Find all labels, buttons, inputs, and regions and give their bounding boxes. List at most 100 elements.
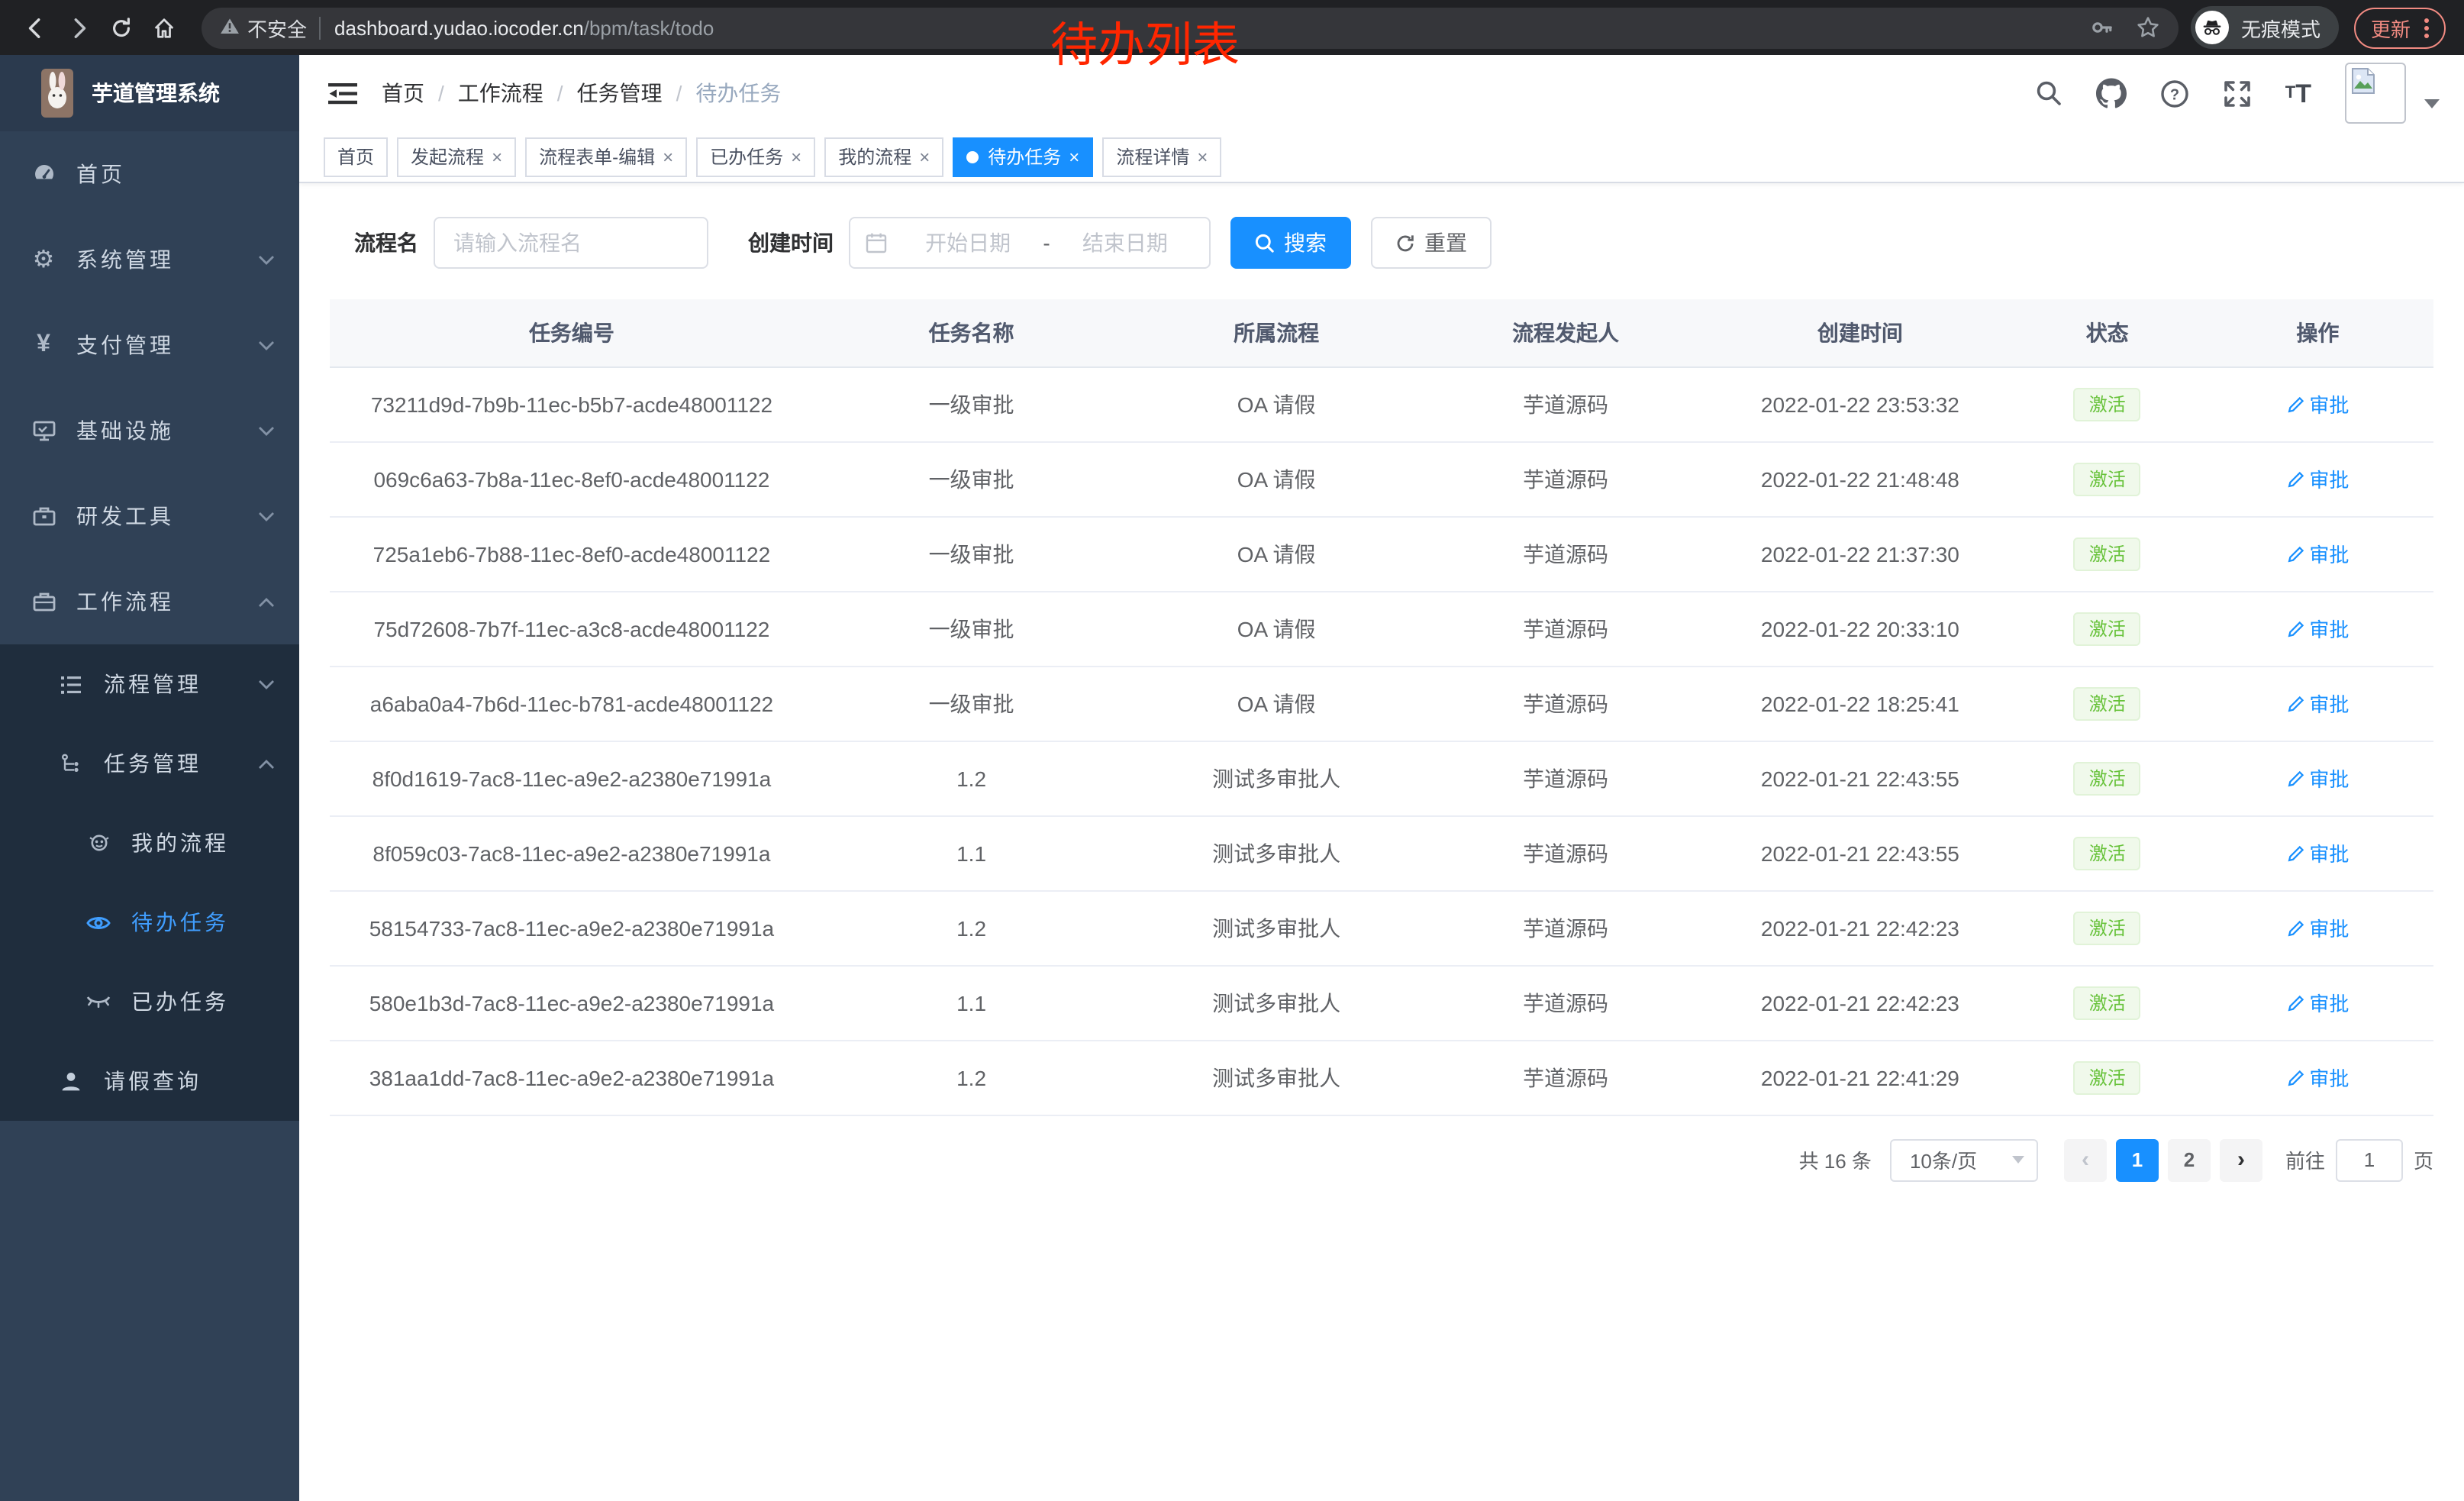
breadcrumb-workflow[interactable]: 工作流程 <box>457 81 543 105</box>
close-icon[interactable]: × <box>1069 146 1080 167</box>
sidebar-item-leave-query[interactable]: 请假查询 <box>0 1041 299 1121</box>
sidebar-item-payment[interactable]: ¥ 支付管理 <box>0 302 299 388</box>
close-icon[interactable]: × <box>791 146 802 167</box>
sidebar-item-my-process[interactable]: 我的流程 <box>0 803 299 883</box>
date-range-picker[interactable]: 开始日期 - 结束日期 <box>849 217 1211 269</box>
sidebar-item-infra[interactable]: 基础设施 <box>0 388 299 473</box>
tab-form-edit[interactable]: 流程表单-编辑 × <box>525 137 688 176</box>
sidebar-item-label: 已办任务 <box>131 989 229 1014</box>
status-badge: 激活 <box>2073 986 2141 1019</box>
col-create-time: 创建时间 <box>1708 299 2013 367</box>
sidebar-item-label: 流程管理 <box>104 672 202 696</box>
status-badge: 激活 <box>2073 911 2141 944</box>
task-table: 任务编号 任务名称 所属流程 流程发起人 创建时间 状态 操作 73211d9d… <box>330 299 2433 1115</box>
approve-link[interactable]: 审批 <box>2286 988 2349 1017</box>
sidebar-item-label: 系统管理 <box>76 247 174 272</box>
home-icon[interactable] <box>147 9 180 46</box>
main-content: 流程名 创建时间 开始日期 - 结束日期 搜索 <box>299 183 2464 1501</box>
process-name-input[interactable] <box>434 217 708 269</box>
sidebar-item-label: 工作流程 <box>76 589 174 614</box>
eye-closed-icon <box>85 989 111 1015</box>
incognito-label: 无痕模式 <box>2240 18 2320 40</box>
sidebar-item-home[interactable]: 首页 <box>0 131 299 217</box>
page-button-1[interactable]: 1 <box>2115 1138 2159 1181</box>
close-icon[interactable]: × <box>1197 146 1208 167</box>
sidebar-item-done-tasks[interactable]: 已办任务 <box>0 962 299 1041</box>
password-key-icon[interactable] <box>2090 15 2114 40</box>
search-button[interactable]: 搜索 <box>1230 217 1351 269</box>
page-button-2[interactable]: 2 <box>2167 1138 2211 1181</box>
reload-icon[interactable] <box>104 9 137 46</box>
sidebar-item-system[interactable]: ⚙ 系统管理 <box>0 217 299 302</box>
prev-page-button[interactable]: ‹ <box>2063 1138 2107 1181</box>
tab-process-detail[interactable]: 流程详情 × <box>1102 137 1222 176</box>
approve-link[interactable]: 审批 <box>2286 464 2349 493</box>
browser-menu-icon[interactable] <box>2424 18 2429 37</box>
sidebar-item-process-mgmt[interactable]: 流程管理 <box>0 644 299 724</box>
goto-suffix: 页 <box>2413 1150 2433 1173</box>
forward-arrow-icon[interactable] <box>61 9 95 46</box>
table-row: 069c6a63-7b8a-11ec-8ef0-acde48001122 一级审批… <box>330 441 2433 517</box>
create-time-label: 创建时间 <box>748 231 834 255</box>
sidebar-item-label: 待办任务 <box>131 910 229 934</box>
sidebar-item-task-mgmt[interactable]: 任务管理 <box>0 724 299 803</box>
avatar[interactable] <box>2345 63 2406 124</box>
help-icon[interactable]: ? <box>2160 79 2189 108</box>
fullscreen-icon[interactable] <box>2223 79 2252 108</box>
logo[interactable]: 芋道管理系统 <box>0 55 299 131</box>
approve-link[interactable]: 审批 <box>2286 838 2349 867</box>
sidebar-item-todo-tasks[interactable]: 待办任务 <box>0 883 299 962</box>
breadcrumb-task-mgmt[interactable]: 任务管理 <box>576 81 663 105</box>
url-bar[interactable]: 不安全 dashboard.yudao.iocoder.cn/bpm/task/… <box>202 7 2179 48</box>
eye-open-icon <box>85 909 111 935</box>
chevron-down-icon <box>258 254 275 265</box>
page-size-select[interactable]: 10条/页 <box>1889 1138 2038 1181</box>
avatar-caret-icon[interactable] <box>2424 99 2440 108</box>
sidebar-menu: 首页 ⚙ 系统管理 ¥ 支付管理 基础设施 <box>0 131 299 1501</box>
sidebar-item-workflow[interactable]: 工作流程 <box>0 559 299 644</box>
update-button[interactable]: 更新 <box>2353 7 2446 48</box>
tab-done-tasks[interactable]: 已办任务 × <box>696 137 816 176</box>
approve-link[interactable]: 审批 <box>2286 614 2349 643</box>
goto-page-input[interactable] <box>2335 1138 2403 1181</box>
tab-home[interactable]: 首页 <box>324 137 389 176</box>
reset-button[interactable]: 重置 <box>1371 217 1492 269</box>
close-icon[interactable]: × <box>492 146 503 167</box>
table-row: 580e1b3d-7ac8-11ec-a9e2-a2380e71991a 1.1 测… <box>330 965 2433 1041</box>
security-warning-icon[interactable] <box>220 16 240 39</box>
status-badge: 激活 <box>2073 462 2141 495</box>
tab-todo-tasks[interactable]: 待办任务 × <box>953 137 1094 176</box>
breadcrumb-home[interactable]: 首页 <box>382 81 424 105</box>
search-icon[interactable] <box>2035 79 2062 107</box>
col-task-id: 任务编号 <box>330 299 814 367</box>
sidebar-item-label: 首页 <box>76 162 125 186</box>
sidebar-collapse-icon[interactable] <box>324 75 360 111</box>
github-icon[interactable] <box>2095 78 2127 108</box>
tab-start-process[interactable]: 发起流程 × <box>397 137 517 176</box>
approve-link[interactable]: 审批 <box>2286 539 2349 568</box>
chevron-down-icon <box>258 425 275 436</box>
url-path: /bpm/task/todo <box>583 16 714 39</box>
bookmark-star-icon[interactable] <box>2136 15 2160 40</box>
approve-link[interactable]: 审批 <box>2286 913 2349 942</box>
close-icon[interactable]: × <box>919 146 930 167</box>
tab-my-process[interactable]: 我的流程 × <box>824 137 944 176</box>
table-row: 8f059c03-7ac8-11ec-a9e2-a2380e71991a 1.1 测… <box>330 815 2433 891</box>
col-status: 状态 <box>2012 299 2202 367</box>
approve-link[interactable]: 审批 <box>2286 689 2349 718</box>
user-icon <box>58 1068 84 1094</box>
start-date-placeholder: 开始日期 <box>925 231 1011 255</box>
security-label[interactable]: 不安全 <box>247 18 308 40</box>
approve-link[interactable]: 审批 <box>2286 389 2349 418</box>
sidebar-item-devtools[interactable]: 研发工具 <box>0 473 299 559</box>
omnibox-divider <box>319 16 321 39</box>
table-row: 58154733-7ac8-11ec-a9e2-a2380e71991a 1.2 测… <box>330 890 2433 966</box>
update-label: 更新 <box>2370 18 2411 40</box>
back-arrow-icon[interactable] <box>18 9 52 46</box>
next-page-button[interactable]: › <box>2219 1138 2262 1181</box>
close-icon[interactable]: × <box>663 146 674 167</box>
approve-link[interactable]: 审批 <box>2286 763 2349 792</box>
approve-link[interactable]: 审批 <box>2286 1063 2349 1092</box>
sidebar-item-label: 基础设施 <box>76 418 174 443</box>
